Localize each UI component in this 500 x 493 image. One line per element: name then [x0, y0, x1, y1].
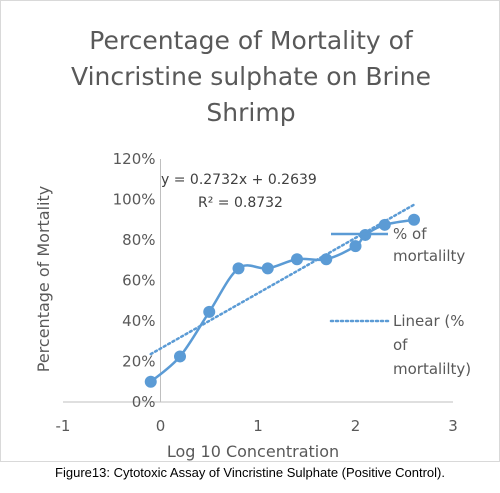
chart-title: Percentage of Mortality of Vincristine s… — [71, 26, 431, 127]
x-tick-labels: -1 0 1 2 3 — [56, 417, 458, 435]
chart-title-line: Shrimp — [206, 98, 295, 127]
r-squared-text: R² = 0.8732 — [198, 195, 283, 211]
legend-label-trendline: mortalilty) — [393, 360, 471, 378]
legend: % of mortalilty Linear (% of mortalilty) — [329, 225, 471, 378]
data-point-marker — [174, 350, 186, 363]
trendline-equation: y = 0.2732x + 0.2639 R² = 0.8732 — [161, 172, 317, 211]
y-tick-labels: 0% 20% 40% 60% 80% 100% 120% — [113, 150, 156, 411]
axes — [63, 159, 453, 403]
series-line — [149, 218, 415, 383]
x-tick-label: 3 — [448, 417, 458, 435]
y-tick-label: 60% — [122, 272, 155, 290]
data-series — [144, 213, 420, 388]
data-point-marker — [378, 218, 391, 231]
equation-text: y = 0.2732x + 0.2639 — [161, 172, 317, 188]
legend-label-trendline: Linear (% — [393, 312, 465, 330]
y-axis-title: Percentage of Mortality — [34, 186, 53, 372]
x-tick-label: 0 — [156, 417, 166, 435]
y-tick-label: 0% — [132, 393, 156, 411]
chart-title-line: Percentage of Mortality of — [89, 26, 414, 55]
y-tick-label: 80% — [122, 231, 155, 249]
trendline-line — [149, 203, 416, 356]
trendline — [149, 203, 416, 356]
data-point-marker — [291, 253, 303, 266]
chart-title-line: Vincristine sulphate on Brine — [71, 62, 431, 91]
y-tick-label: 100% — [113, 191, 156, 209]
legend-label-series: mortalilty — [393, 247, 465, 265]
x-tick-label: 2 — [351, 417, 361, 435]
y-tick-label: 20% — [122, 353, 155, 371]
data-point-marker — [261, 262, 274, 275]
figure-caption: Figure13: Cytotoxic Assay of Vincristine… — [55, 465, 445, 480]
data-point-marker — [232, 262, 245, 275]
x-tick-label: 1 — [253, 417, 263, 435]
data-point-marker — [320, 253, 333, 266]
legend-label-trendline: of — [393, 336, 408, 354]
data-point-marker — [144, 375, 157, 388]
chart-svg: Percentage of Mortality of Vincristine s… — [34, 26, 471, 461]
chart-area: Percentage of Mortality of Vincristine s… — [0, 0, 500, 462]
data-point-marker — [349, 240, 362, 253]
data-point-marker — [408, 213, 420, 226]
y-tick-label: 40% — [122, 312, 155, 330]
legend-label-series: % of — [393, 225, 427, 243]
y-tick-label: 120% — [113, 150, 156, 168]
x-tick-label: -1 — [56, 417, 71, 435]
data-point-marker — [203, 305, 216, 318]
x-axis-title: Log 10 Concentration — [167, 442, 339, 461]
